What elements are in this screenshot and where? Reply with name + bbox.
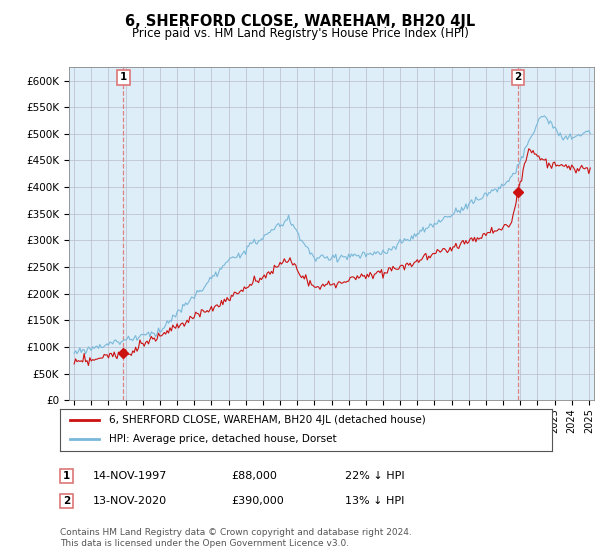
Text: 13% ↓ HPI: 13% ↓ HPI bbox=[345, 496, 404, 506]
Text: Price paid vs. HM Land Registry's House Price Index (HPI): Price paid vs. HM Land Registry's House … bbox=[131, 27, 469, 40]
Text: 13-NOV-2020: 13-NOV-2020 bbox=[93, 496, 167, 506]
Text: Contains HM Land Registry data © Crown copyright and database right 2024.
This d: Contains HM Land Registry data © Crown c… bbox=[60, 528, 412, 548]
Text: £88,000: £88,000 bbox=[231, 471, 277, 481]
Text: 1: 1 bbox=[120, 72, 127, 82]
Text: 6, SHERFORD CLOSE, WAREHAM, BH20 4JL (detached house): 6, SHERFORD CLOSE, WAREHAM, BH20 4JL (de… bbox=[109, 415, 426, 425]
Text: HPI: Average price, detached house, Dorset: HPI: Average price, detached house, Dors… bbox=[109, 434, 337, 444]
Text: 2: 2 bbox=[514, 72, 521, 82]
Text: 1: 1 bbox=[63, 471, 70, 481]
Text: £390,000: £390,000 bbox=[231, 496, 284, 506]
Text: 22% ↓ HPI: 22% ↓ HPI bbox=[345, 471, 404, 481]
Text: 6, SHERFORD CLOSE, WAREHAM, BH20 4JL: 6, SHERFORD CLOSE, WAREHAM, BH20 4JL bbox=[125, 14, 475, 29]
Text: 2: 2 bbox=[63, 496, 70, 506]
Text: 14-NOV-1997: 14-NOV-1997 bbox=[93, 471, 167, 481]
